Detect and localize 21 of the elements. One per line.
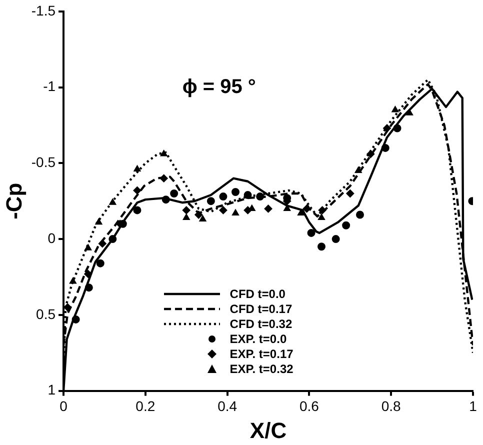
y-axis-title: -Cp	[1, 182, 26, 220]
y-tick-label: 1	[48, 382, 56, 398]
x-axis-title: X/C	[250, 418, 287, 443]
x-tick-label: 0.6	[299, 398, 320, 414]
x-tick-label: 0.4	[218, 398, 238, 414]
legend-label: EXP. t=0.17	[230, 346, 294, 362]
legend-label: CFD t=0.17	[230, 302, 292, 317]
y-tick-label: 0	[48, 230, 56, 246]
legend-label: CFD t=0.32	[230, 316, 292, 332]
y-tick-label: 0.5	[36, 306, 56, 322]
x-tick-label: 1	[469, 398, 478, 414]
x-tick-label: 0.2	[136, 398, 156, 414]
x-tick-label: 0.8	[381, 398, 402, 414]
legend-label: EXP. t=0.0	[230, 332, 287, 347]
legend-label: CFD t=0.0	[230, 286, 286, 302]
y-tick-label: -0.5	[31, 154, 56, 170]
y-tick-label: -1	[43, 78, 56, 94]
y-tick-label: -1.5	[31, 2, 56, 18]
x-tick-label: 0	[60, 398, 68, 414]
annotation: ϕ = 95 °	[182, 76, 256, 98]
legend-label: EXP. t=0.32	[230, 362, 294, 377]
